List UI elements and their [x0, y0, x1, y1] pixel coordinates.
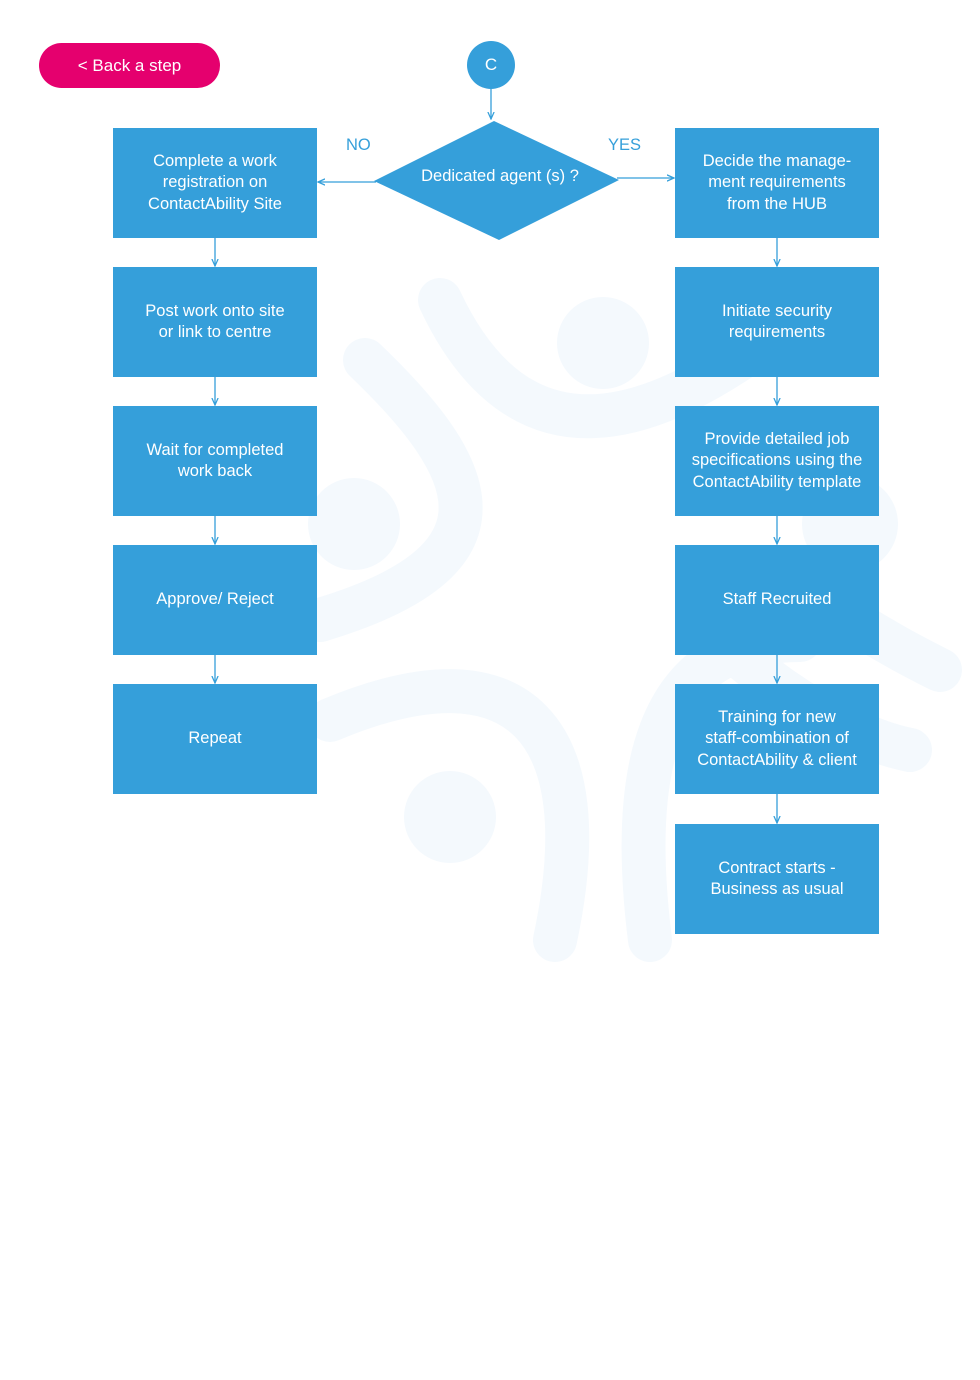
step-repeat: Repeat [113, 684, 317, 794]
step-post-work: Post work onto site or link to centre [113, 267, 317, 377]
step-wait-for-work: Wait for completed work back [113, 406, 317, 516]
decision-label: Dedicated agent (s) ? [421, 167, 579, 185]
step-complete-work-registration: Complete a work registration on ContactA… [113, 128, 317, 238]
connector-c: C [467, 41, 515, 89]
connector-label: C [484, 55, 498, 74]
step-training: Training for new staff-combination of Co… [675, 684, 879, 794]
step-decide-management: Decide the manage- ment requirements fro… [675, 128, 879, 238]
yes-branch-label: YES [608, 136, 642, 154]
step-initiate-security: Initiate security requirements [675, 267, 879, 377]
step-contract-starts: Contract starts - Business as usual [675, 824, 879, 934]
step-job-specifications: Provide detailed job specifications usin… [675, 406, 879, 516]
decision-diamond [374, 121, 619, 240]
no-branch-label: NO [346, 136, 371, 154]
back-a-step-button[interactable]: < Back a step [39, 43, 220, 88]
step-staff-recruited: Staff Recruited [675, 545, 879, 655]
step-approve-reject: Approve/ Reject [113, 545, 317, 655]
